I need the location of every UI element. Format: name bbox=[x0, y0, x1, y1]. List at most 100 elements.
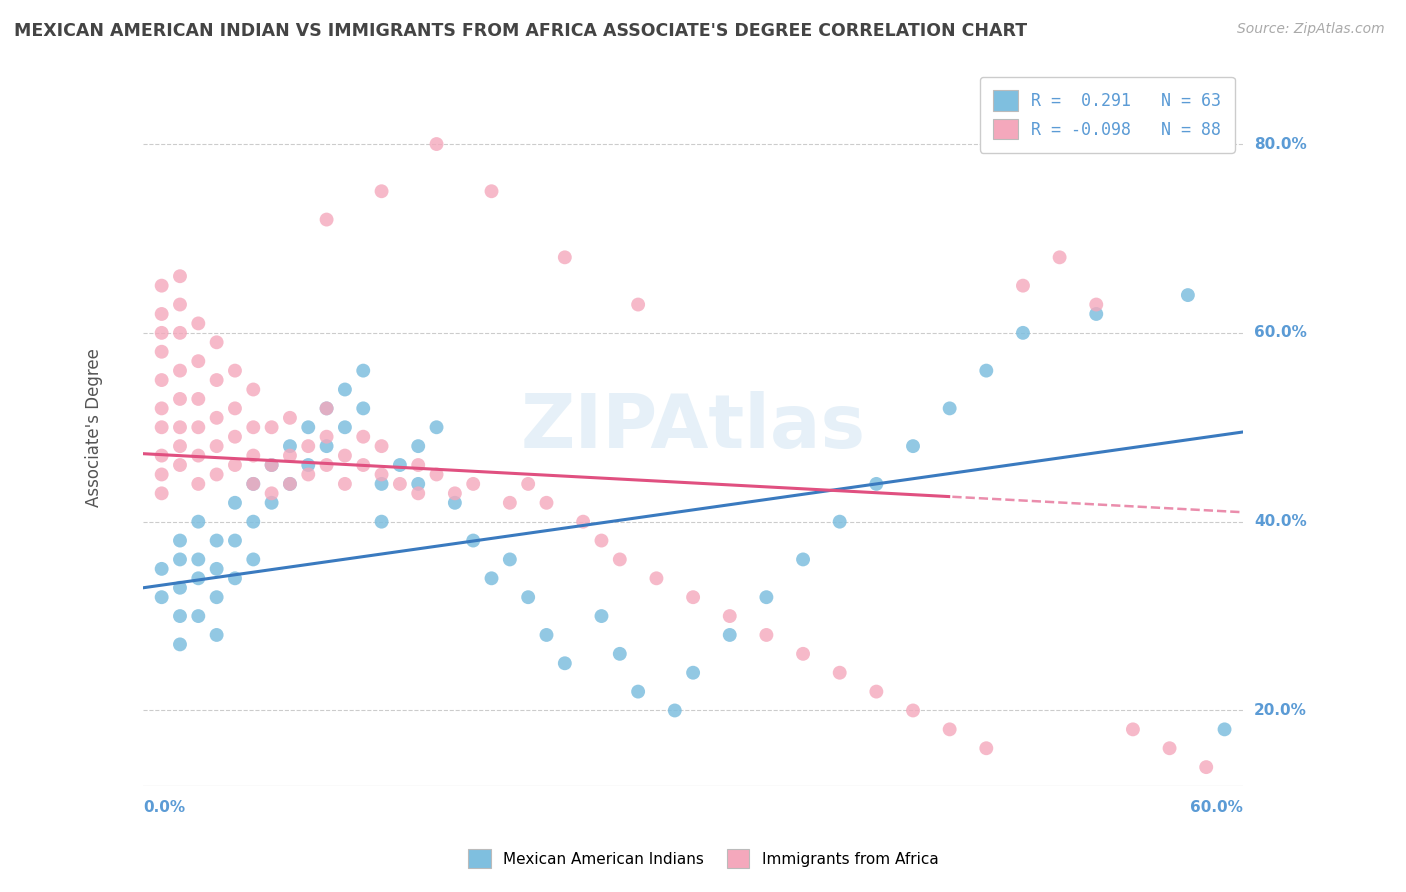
Point bbox=[1085, 297, 1108, 311]
Text: 40.0%: 40.0% bbox=[1254, 514, 1306, 529]
Point bbox=[425, 420, 447, 434]
Point bbox=[572, 515, 595, 529]
Point bbox=[150, 373, 173, 387]
Point bbox=[792, 647, 814, 661]
Point bbox=[205, 335, 228, 350]
Point bbox=[205, 590, 228, 604]
Point bbox=[370, 184, 392, 198]
Point bbox=[150, 420, 173, 434]
Point bbox=[169, 439, 191, 453]
Text: Source: ZipAtlas.com: Source: ZipAtlas.com bbox=[1237, 22, 1385, 37]
Point bbox=[315, 401, 337, 416]
Point bbox=[865, 684, 887, 698]
Point bbox=[224, 430, 246, 444]
Point bbox=[333, 420, 356, 434]
Point bbox=[242, 552, 264, 566]
Point bbox=[205, 467, 228, 482]
Point bbox=[224, 571, 246, 585]
Point bbox=[169, 552, 191, 566]
Point bbox=[481, 571, 503, 585]
Point bbox=[901, 439, 924, 453]
Point bbox=[828, 665, 851, 680]
Text: 0.0%: 0.0% bbox=[143, 800, 186, 815]
Point bbox=[224, 401, 246, 416]
Point bbox=[224, 458, 246, 472]
Point bbox=[187, 354, 209, 368]
Point bbox=[260, 420, 283, 434]
Point bbox=[370, 515, 392, 529]
Point bbox=[169, 392, 191, 406]
Point bbox=[499, 552, 522, 566]
Point bbox=[150, 307, 173, 321]
Point bbox=[370, 476, 392, 491]
Text: 20.0%: 20.0% bbox=[1254, 703, 1306, 718]
Point bbox=[517, 476, 540, 491]
Point bbox=[536, 628, 558, 642]
Point bbox=[169, 458, 191, 472]
Point bbox=[315, 458, 337, 472]
Point bbox=[187, 420, 209, 434]
Point bbox=[150, 401, 173, 416]
Point bbox=[352, 363, 374, 377]
Text: 80.0%: 80.0% bbox=[1254, 136, 1306, 152]
Point bbox=[352, 430, 374, 444]
Point bbox=[242, 449, 264, 463]
Point bbox=[718, 609, 741, 624]
Point bbox=[169, 326, 191, 340]
Point bbox=[463, 533, 485, 548]
Point bbox=[938, 723, 960, 737]
Point bbox=[242, 420, 264, 434]
Point bbox=[554, 250, 576, 264]
Point bbox=[260, 486, 283, 500]
Point bbox=[224, 363, 246, 377]
Point bbox=[187, 392, 209, 406]
Point bbox=[444, 486, 467, 500]
Point bbox=[1012, 326, 1035, 340]
Point bbox=[664, 704, 686, 718]
Point bbox=[205, 533, 228, 548]
Point bbox=[554, 657, 576, 671]
Point bbox=[297, 439, 319, 453]
Point bbox=[406, 486, 429, 500]
Point bbox=[406, 476, 429, 491]
Point bbox=[278, 476, 301, 491]
Point bbox=[297, 458, 319, 472]
Point bbox=[645, 571, 668, 585]
Point bbox=[425, 136, 447, 151]
Point bbox=[370, 439, 392, 453]
Point bbox=[187, 476, 209, 491]
Point bbox=[315, 439, 337, 453]
Point bbox=[718, 628, 741, 642]
Point bbox=[187, 552, 209, 566]
Point bbox=[150, 590, 173, 604]
Point bbox=[224, 533, 246, 548]
Point bbox=[315, 401, 337, 416]
Point bbox=[297, 467, 319, 482]
Point bbox=[792, 552, 814, 566]
Point bbox=[169, 297, 191, 311]
Point bbox=[278, 410, 301, 425]
Point bbox=[278, 439, 301, 453]
Point bbox=[1085, 307, 1108, 321]
Point bbox=[260, 458, 283, 472]
Point bbox=[169, 581, 191, 595]
Point bbox=[205, 439, 228, 453]
Point bbox=[609, 647, 631, 661]
Point bbox=[627, 684, 650, 698]
Point bbox=[169, 609, 191, 624]
Point bbox=[205, 373, 228, 387]
Point bbox=[150, 278, 173, 293]
Legend: R =  0.291   N = 63, R = -0.098   N = 88: R = 0.291 N = 63, R = -0.098 N = 88 bbox=[980, 77, 1234, 153]
Point bbox=[150, 326, 173, 340]
Point bbox=[499, 496, 522, 510]
Point bbox=[242, 383, 264, 397]
Point bbox=[205, 410, 228, 425]
Point bbox=[1122, 723, 1144, 737]
Point bbox=[755, 590, 778, 604]
Point bbox=[150, 562, 173, 576]
Point bbox=[205, 628, 228, 642]
Point bbox=[517, 590, 540, 604]
Point bbox=[169, 420, 191, 434]
Point bbox=[150, 344, 173, 359]
Text: ZIPAtlas: ZIPAtlas bbox=[520, 391, 866, 464]
